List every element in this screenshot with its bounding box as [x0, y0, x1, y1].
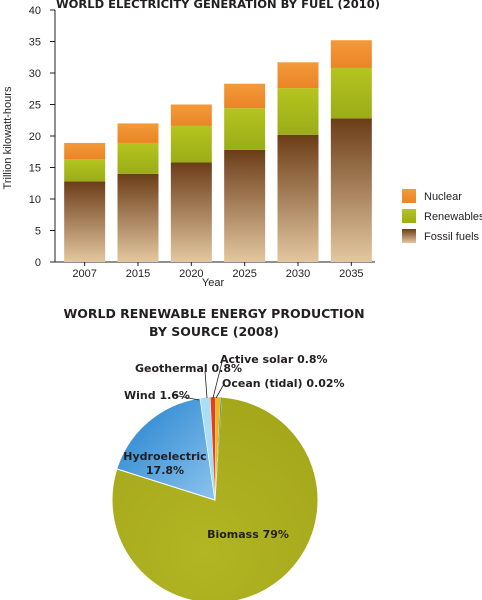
bar-renewables — [330, 67, 372, 119]
x-tick-label: 2007 — [72, 268, 96, 280]
legend-swatch-renewables — [402, 209, 416, 223]
bar-chart: WORLD ELECTRICITY GENERATION BY FUEL (20… — [2, 0, 482, 289]
pie-label-wind: Wind 1.6% — [124, 389, 190, 402]
bar-renewables — [277, 88, 319, 135]
bar-nuclear — [224, 83, 266, 109]
bar-renewables — [170, 125, 212, 163]
bar-nuclear — [64, 142, 106, 160]
bar-nuclear — [170, 104, 212, 126]
pie-leader-active-solar — [212, 361, 223, 399]
x-tick-label: 2035 — [339, 268, 363, 280]
y-tick-label: 25 — [29, 100, 41, 112]
pie-label-ocean: Ocean (tidal) 0.02% — [222, 377, 345, 390]
y-tick-label: 10 — [29, 194, 41, 206]
pie-chart-title: WORLD RENEWABLE ENERGY PRODUCTION — [63, 306, 364, 321]
y-tick-label: 40 — [29, 5, 41, 17]
legend-label: Renewables — [424, 211, 482, 223]
pie-leader-ocean — [215, 383, 225, 399]
bar-nuclear — [117, 123, 159, 143]
bar-chart-title: WORLD ELECTRICITY GENERATION BY FUEL (20… — [56, 0, 380, 11]
x-tick-label: 2020 — [179, 268, 203, 280]
bar-fossil-fuels — [64, 181, 106, 262]
pie-label-hydroelectric-pct: 17.8% — [146, 464, 184, 477]
x-tick-label: 2015 — [126, 268, 150, 280]
y-tick-label: 0 — [35, 257, 41, 269]
y-tick-label: 15 — [29, 163, 41, 175]
legend-label: Nuclear — [424, 191, 462, 203]
bar-nuclear — [330, 40, 372, 68]
y-tick-label: 5 — [35, 226, 41, 238]
legend-swatch-nuclear — [402, 189, 416, 203]
y-axis-label: Trillion kilowatt-hours — [2, 86, 14, 189]
y-tick-label: 20 — [29, 131, 41, 143]
bar-fossil-fuels — [330, 118, 372, 262]
pie-leader-geothermal — [204, 370, 208, 399]
y-tick-label: 30 — [29, 68, 41, 80]
bar-fossil-fuels — [117, 173, 159, 262]
pie-label-hydroelectric: Hydroelectric — [123, 450, 206, 463]
bar-fossil-fuels — [224, 149, 266, 262]
pie-slice-ocean-tidal — [214, 397, 223, 501]
pie-label-active-solar: Active solar 0.8% — [220, 353, 328, 366]
legend-label: Fossil fuels — [424, 231, 480, 243]
pie-label-biomass: Biomass 79% — [207, 528, 289, 541]
legend-swatch-fossil-fuels — [402, 229, 416, 243]
bar-fossil-fuels — [170, 162, 212, 262]
x-axis-label: Year — [202, 277, 225, 289]
bar-renewables — [64, 159, 106, 182]
y-tick-label: 35 — [29, 37, 41, 49]
pie-label-geothermal: Geothermal 0.8% — [135, 362, 242, 375]
x-tick-label: 2025 — [232, 268, 256, 280]
x-tick-label: 2030 — [286, 268, 310, 280]
pie-slice-hydroelectric — [116, 397, 216, 501]
pie-slice-biomass — [111, 396, 319, 600]
bar-nuclear — [277, 62, 319, 89]
pie-chart-title: BY SOURCE (2008) — [149, 324, 279, 339]
pie-chart: WORLD RENEWABLE ENERGY PRODUCTION BY SOUR… — [63, 306, 365, 600]
bar-fossil-fuels — [277, 134, 319, 262]
pie-leader-wind — [172, 394, 200, 401]
bar-renewables — [224, 108, 266, 150]
bar-renewables — [117, 142, 159, 174]
